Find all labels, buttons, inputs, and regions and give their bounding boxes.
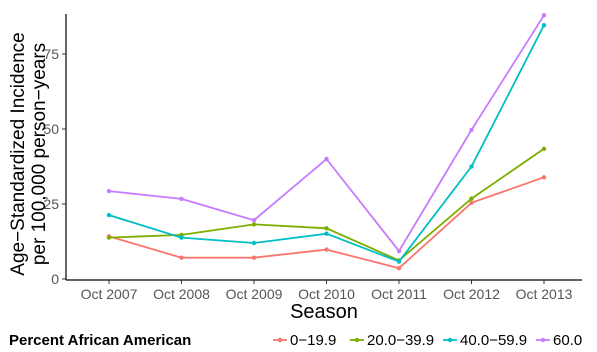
- data-point: [179, 255, 184, 260]
- data-point: [106, 212, 112, 218]
- data-point: [541, 23, 547, 28]
- x-tick-label: Oct 2010: [298, 286, 355, 302]
- data-point: [324, 247, 329, 252]
- data-point: [469, 200, 474, 205]
- data-point: [106, 188, 112, 194]
- x-tick-label: Oct 2012: [443, 286, 500, 302]
- data-point: [324, 231, 329, 236]
- data-point: [106, 235, 112, 240]
- legend-key-point: [447, 337, 453, 343]
- data-point: [469, 164, 474, 169]
- x-tick-label: Oct 2007: [81, 286, 138, 302]
- legend-key-point: [354, 337, 360, 343]
- data-point: [179, 235, 184, 240]
- y-tick-label: 25: [43, 196, 59, 212]
- x-tick-label: Oct 2013: [516, 286, 573, 302]
- x-tick-label: Oct 2011: [371, 286, 427, 302]
- data-point: [541, 13, 547, 18]
- legend-key-point: [540, 337, 546, 343]
- legend: Percent African American 0−19.9 20.0−39.9…: [9, 332, 582, 349]
- legend-label: 0−19.9: [290, 332, 336, 349]
- legend-label: 20.0−39.9: [367, 332, 434, 349]
- y-tick-label: 75: [43, 46, 59, 62]
- series-lines: [106, 13, 547, 271]
- series-line-0: [108, 176, 545, 270]
- legend-title: Percent African American: [9, 332, 191, 349]
- data-point: [541, 146, 547, 151]
- data-point: [396, 266, 402, 271]
- series-line-3: [108, 14, 545, 253]
- data-point: [469, 196, 474, 201]
- legend-label: 40.0−59.9: [460, 332, 527, 349]
- data-point: [469, 127, 474, 133]
- data-point: [251, 240, 257, 246]
- legend-key-point: [277, 337, 283, 343]
- x-tick-label: Oct 2009: [226, 286, 283, 302]
- data-point: [251, 222, 257, 227]
- data-point: [324, 156, 329, 162]
- legend-label: 60.0: [553, 332, 582, 349]
- y-tick-label: 0: [51, 271, 59, 287]
- data-point: [179, 196, 184, 202]
- x-ticks: Oct 2007 Oct 2008 Oct 2009 Oct 2010 Oct 2011…: [81, 280, 573, 302]
- data-point: [251, 218, 257, 223]
- y-axis-title-line2: per 100,000 person−years: [29, 43, 50, 265]
- y-axis-title-line1: Age−Standardized Incidence: [8, 32, 29, 275]
- data-point: [251, 255, 257, 260]
- data-point: [396, 248, 402, 254]
- data-point: [541, 175, 547, 180]
- x-axis-title: Season: [290, 301, 358, 323]
- data-point: [324, 226, 329, 231]
- series-line-1: [108, 148, 545, 262]
- y-ticks: 0 25 50 75: [43, 46, 66, 287]
- axes: [65, 14, 582, 281]
- data-point: [396, 259, 402, 264]
- x-tick-label: Oct 2008: [153, 286, 210, 302]
- y-tick-label: 50: [43, 121, 59, 137]
